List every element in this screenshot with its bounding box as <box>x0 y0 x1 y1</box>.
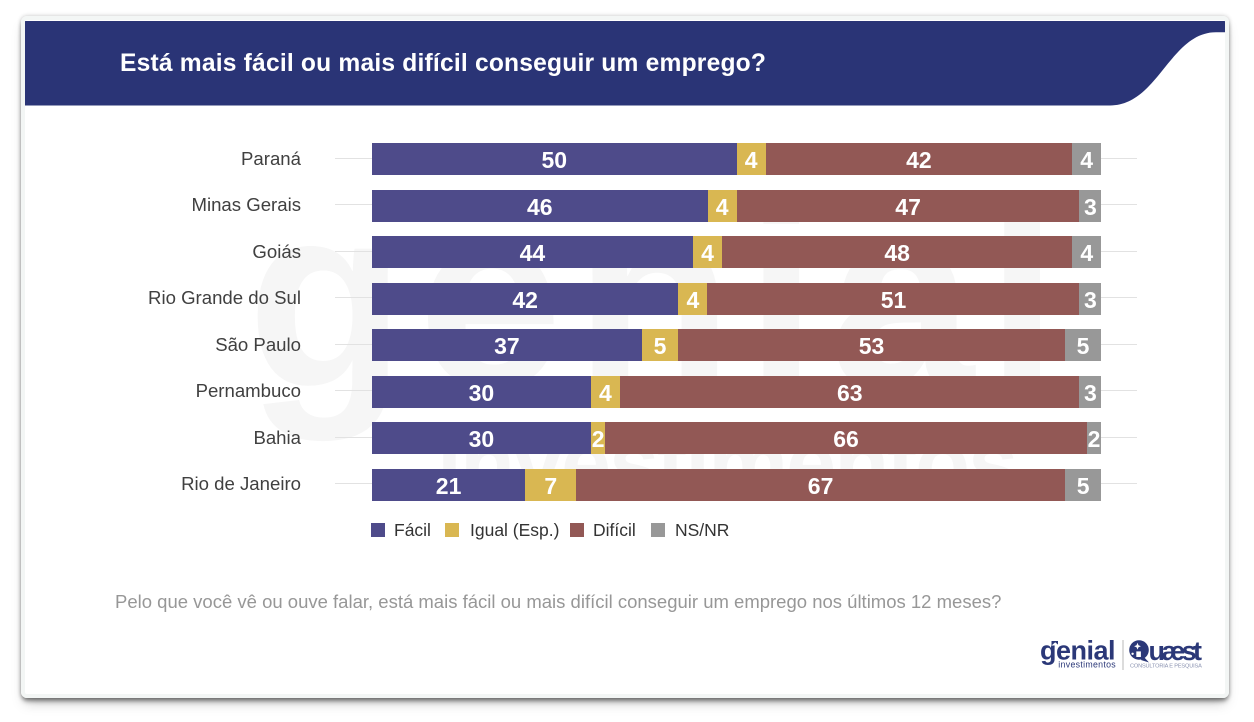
svg-text:CONSULTORIA E PESQUISA: CONSULTORIA E PESQUISA <box>1130 663 1202 669</box>
svg-text:investimentos: investimentos <box>1058 660 1116 670</box>
svg-text:uæst: uæst <box>1149 638 1203 666</box>
svg-text:genial: genial <box>1040 638 1116 666</box>
